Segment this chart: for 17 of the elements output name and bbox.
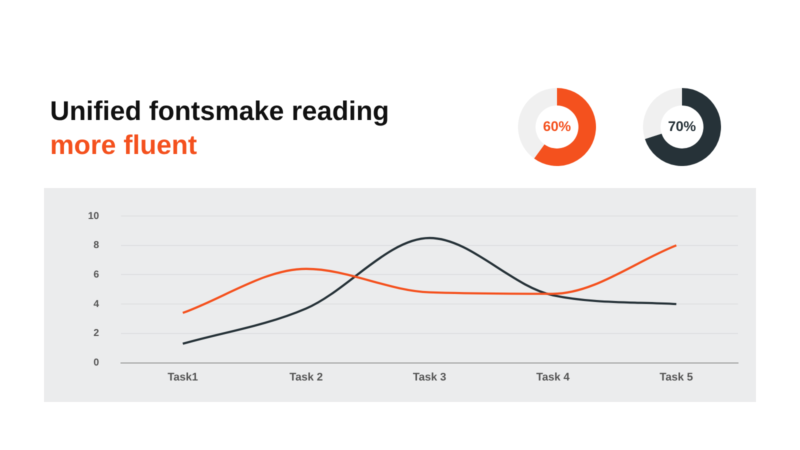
- y-tick-label: 2: [94, 328, 100, 340]
- chart-subtitle: more fluent: [50, 129, 198, 162]
- x-tick-label: Task 2: [289, 371, 323, 384]
- data-label: 60%: [542, 118, 572, 134]
- x-tick-label: Task 3: [412, 371, 446, 384]
- y-tick-label: 4: [94, 298, 100, 310]
- x-tick-label: Task 5: [660, 371, 694, 384]
- chart-title: Unified fontsmake reading: [50, 95, 390, 128]
- x-tick-label: Task1: [168, 371, 198, 384]
- line-series: [182, 236, 678, 345]
- y-tick-label: 8: [94, 240, 100, 252]
- line-series: [182, 244, 678, 314]
- y-tick-label: 10: [88, 210, 100, 222]
- data-label: 70%: [668, 118, 697, 134]
- y-tick-label: 6: [94, 269, 100, 280]
- y-tick-label: 0: [94, 358, 100, 369]
- x-tick-label: Task 4: [536, 371, 571, 384]
